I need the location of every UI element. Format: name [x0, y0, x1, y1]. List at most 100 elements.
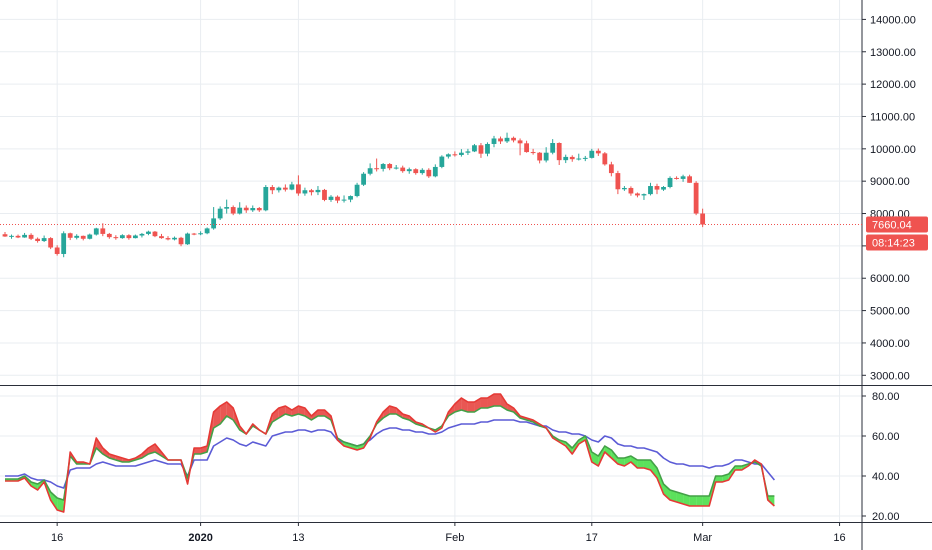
candle[interactable] — [139, 232, 145, 238]
oscillator-axis[interactable]: 20.00 40.00 60.00 80.00 — [862, 391, 900, 523]
candle[interactable] — [87, 233, 93, 240]
candle[interactable] — [439, 155, 445, 169]
candle[interactable] — [589, 148, 595, 159]
candle[interactable] — [309, 188, 314, 196]
candle[interactable] — [400, 165, 406, 173]
candle[interactable] — [100, 223, 106, 237]
candle[interactable] — [413, 168, 419, 175]
candle[interactable] — [113, 235, 119, 240]
candle[interactable] — [680, 174, 686, 182]
candle[interactable] — [165, 236, 171, 241]
candle[interactable] — [204, 227, 210, 235]
price-pane[interactable] — [2, 132, 706, 258]
candle[interactable] — [445, 153, 451, 159]
candle[interactable] — [282, 184, 288, 192]
candle[interactable] — [478, 143, 484, 158]
oscillator-series-line[interactable] — [5, 419, 776, 489]
candle[interactable] — [335, 195, 340, 204]
candle[interactable] — [393, 165, 399, 170]
candle[interactable] — [452, 151, 458, 157]
oscillator-series-line[interactable] — [5, 393, 775, 513]
candle[interactable] — [419, 168, 425, 175]
candle[interactable] — [556, 142, 562, 165]
candle[interactable] — [54, 245, 60, 256]
candle[interactable] — [341, 195, 347, 203]
candle[interactable] — [693, 181, 699, 216]
candle[interactable] — [543, 147, 549, 163]
candle[interactable] — [80, 235, 86, 241]
candle[interactable] — [224, 199, 230, 214]
candle[interactable] — [243, 205, 249, 213]
candle[interactable] — [328, 195, 334, 202]
candle[interactable] — [537, 152, 543, 164]
candle[interactable] — [67, 232, 73, 241]
candle[interactable] — [432, 164, 438, 178]
candle[interactable] — [563, 154, 569, 164]
candle[interactable] — [485, 142, 490, 157]
candle[interactable] — [687, 174, 692, 183]
candle[interactable] — [256, 207, 262, 212]
candle[interactable] — [230, 205, 236, 216]
candle[interactable] — [15, 234, 21, 239]
candle[interactable] — [178, 236, 184, 247]
candle[interactable] — [582, 155, 588, 162]
candle[interactable] — [530, 148, 536, 155]
candle[interactable] — [22, 232, 27, 238]
candle[interactable] — [237, 202, 243, 215]
candle[interactable] — [661, 186, 666, 191]
candle[interactable] — [9, 234, 14, 239]
candle[interactable] — [387, 163, 393, 171]
candle[interactable] — [269, 185, 275, 195]
candle[interactable] — [185, 232, 190, 245]
candle[interactable] — [172, 236, 177, 241]
candle[interactable] — [622, 186, 627, 191]
candle[interactable] — [152, 231, 158, 238]
candle[interactable] — [289, 181, 295, 191]
candle[interactable] — [119, 234, 125, 239]
oscillator-pane[interactable] — [5, 393, 776, 513]
candle[interactable] — [615, 170, 621, 195]
candle[interactable] — [48, 237, 54, 250]
candle[interactable] — [191, 232, 197, 236]
candle[interactable] — [146, 230, 151, 236]
candle[interactable] — [491, 135, 497, 148]
candle[interactable] — [498, 136, 503, 144]
candle[interactable] — [302, 187, 308, 196]
candle[interactable] — [211, 207, 217, 230]
candle[interactable] — [602, 152, 608, 166]
candle[interactable] — [465, 148, 471, 155]
candle[interactable] — [217, 206, 223, 220]
candle[interactable] — [511, 136, 516, 143]
candle[interactable] — [517, 138, 523, 156]
candle[interactable] — [569, 155, 575, 162]
candle[interactable] — [524, 140, 529, 153]
candle[interactable] — [322, 188, 327, 202]
candle[interactable] — [250, 205, 256, 212]
candle[interactable] — [159, 233, 164, 239]
candle[interactable] — [472, 143, 477, 153]
candle[interactable] — [133, 234, 138, 239]
candle[interactable] — [354, 182, 360, 198]
candle[interactable] — [667, 176, 673, 189]
candle[interactable] — [367, 163, 373, 176]
oscillator-series-line[interactable] — [5, 405, 775, 501]
candle[interactable] — [406, 167, 412, 174]
candle[interactable] — [106, 232, 112, 239]
candle[interactable] — [459, 149, 464, 157]
candle[interactable] — [426, 168, 432, 178]
candle[interactable] — [550, 139, 556, 155]
candle[interactable] — [361, 172, 366, 187]
candle[interactable] — [93, 227, 99, 236]
candle[interactable] — [628, 186, 634, 196]
candle[interactable] — [348, 195, 353, 203]
candle[interactable] — [35, 237, 40, 243]
candle[interactable] — [648, 182, 653, 196]
candle[interactable] — [608, 161, 614, 177]
candle[interactable] — [374, 158, 380, 172]
candle[interactable] — [126, 234, 132, 240]
candle[interactable] — [263, 185, 269, 212]
candle[interactable] — [654, 183, 660, 195]
candle[interactable] — [74, 234, 80, 240]
time-axis[interactable]: 16 2020 13 Feb 17 Mar 16 — [51, 522, 846, 544]
candle[interactable] — [276, 186, 282, 193]
